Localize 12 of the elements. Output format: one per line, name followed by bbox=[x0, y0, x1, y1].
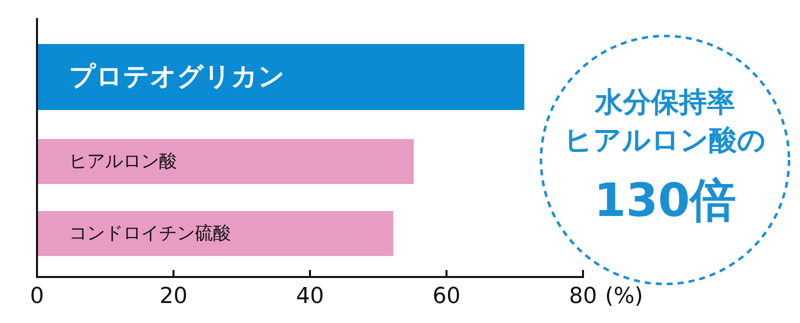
y-tick-label: コンドロイチン硫酸 bbox=[69, 223, 231, 244]
x-tick-label: 40 bbox=[296, 284, 324, 309]
y-tick-label: プロテオグリカン bbox=[69, 62, 285, 92]
text: 130倍 bbox=[594, 173, 736, 227]
x-tick-label: 0 bbox=[30, 284, 44, 309]
x-tick-label: 20 bbox=[160, 284, 188, 309]
annotation: ヒアルロン酸の bbox=[564, 124, 766, 156]
x-tick-label: 60 bbox=[432, 284, 460, 309]
x-axis-title: (%) bbox=[605, 284, 644, 309]
y-tick-label: ヒアルロン酸 bbox=[69, 151, 177, 172]
text: 水分保持率 bbox=[594, 86, 735, 118]
x-tick-label: 80 bbox=[569, 284, 597, 309]
